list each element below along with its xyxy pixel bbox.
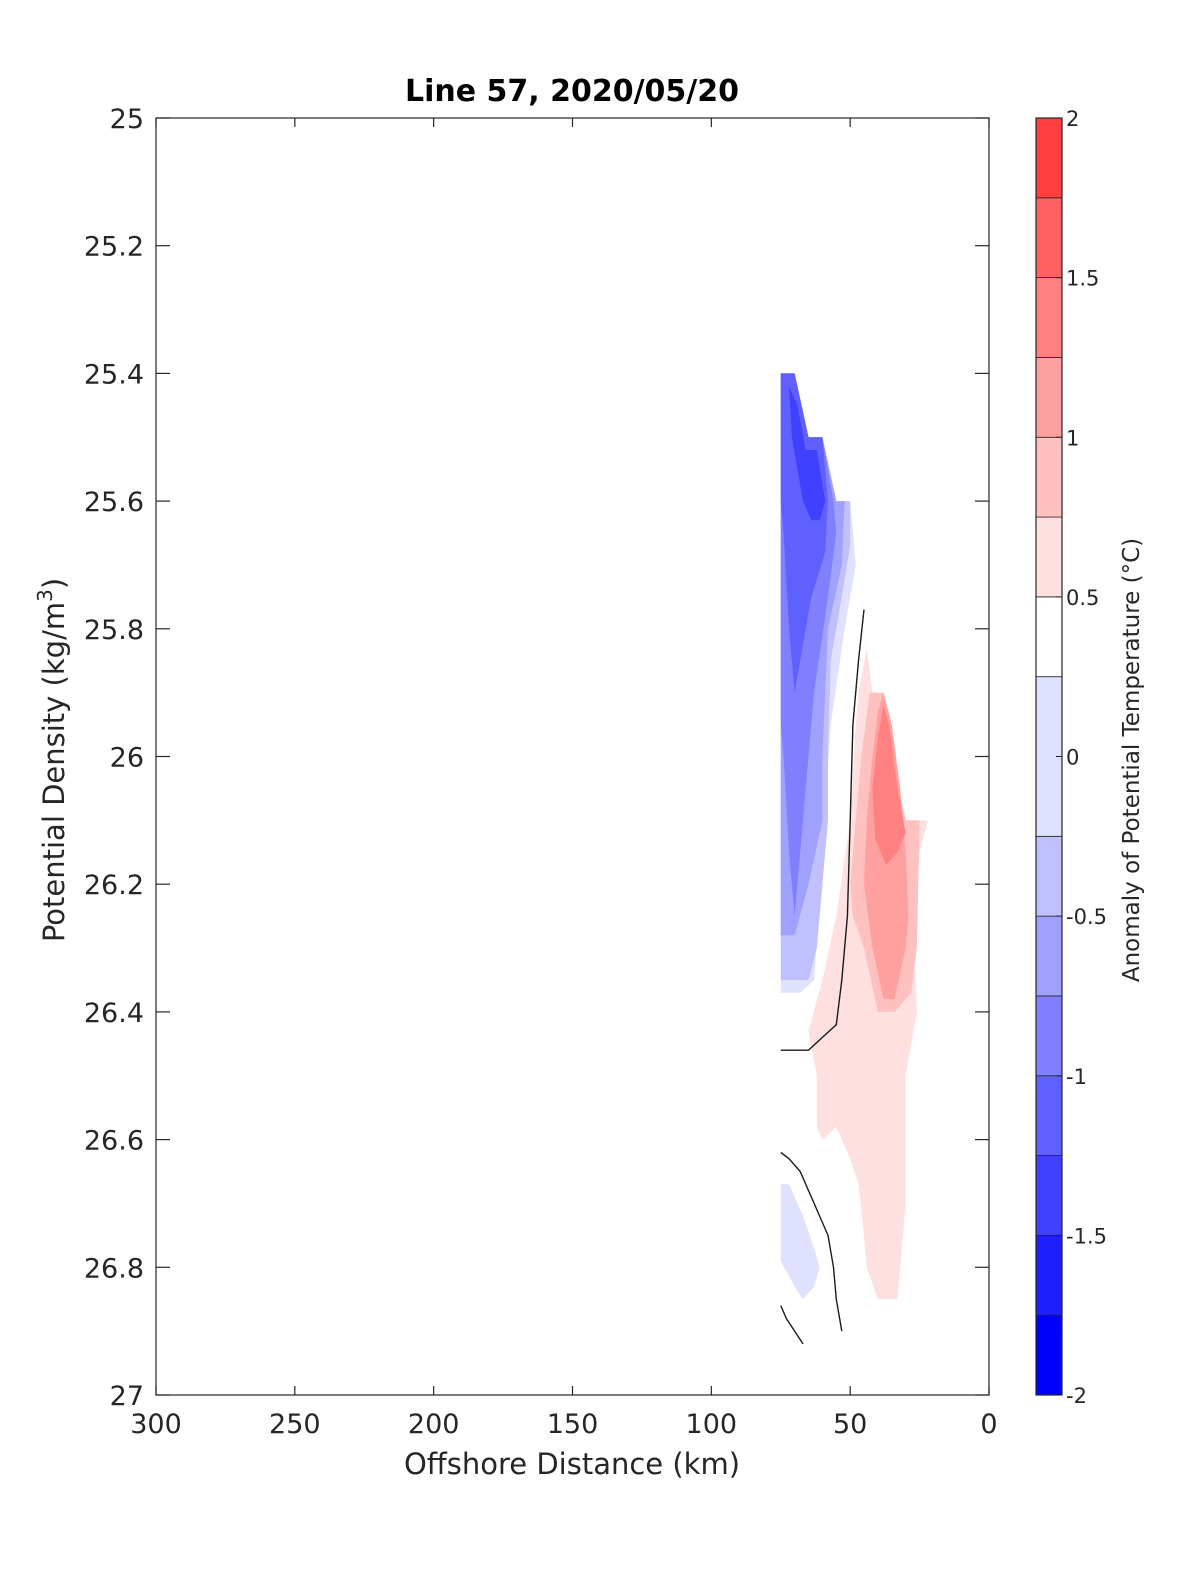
plot-area <box>155 117 990 1396</box>
chart-title: Line 57, 2020/05/20 <box>405 74 739 109</box>
x-tick-label: 250 <box>269 1409 321 1440</box>
zero-contour-0 <box>780 609 865 1051</box>
colorbar-tick-label: 0 <box>1066 746 1079 770</box>
colorbar-segment <box>1035 436 1063 518</box>
x-axis-label: Offshore Distance (km) <box>404 1447 740 1481</box>
colorbar-segment <box>1035 197 1063 279</box>
y-tick-label: 26.8 <box>84 1253 144 1284</box>
contour-region-6 <box>780 1184 820 1300</box>
colorbar-segment <box>1035 277 1063 358</box>
contour-region-10 <box>872 705 906 865</box>
y-tick-label: 25.2 <box>84 232 144 263</box>
x-tick-label: 150 <box>547 1409 599 1440</box>
colorbar-ticks: -2 -1.5 -1 -0.5 0 0.5 1 1.5 2 <box>1056 107 1107 1408</box>
colorbar-label: Anomaly of Potential Temperature (°C) <box>1119 538 1145 982</box>
colorbar-segment <box>1035 1314 1063 1396</box>
y-tick-label: 25.6 <box>84 487 144 518</box>
x-tick-label: 200 <box>408 1409 460 1440</box>
plot-background <box>156 118 989 1395</box>
colorbar-segment <box>1035 1075 1063 1156</box>
zero-contour-2 <box>780 1305 804 1345</box>
x-tick-labels: 300 250 200 150 100 50 0 <box>130 1409 997 1440</box>
y-tick-label: 25.8 <box>84 615 144 646</box>
colorbar-segment <box>1035 596 1063 678</box>
x-tick-label: 50 <box>833 1409 867 1440</box>
y-axis-label: Potential Density (kg/m3) <box>33 578 71 942</box>
y-tick-labels: 25 25.2 25.4 25.6 25.8 26 26.2 26.4 26.6 26.8 27 <box>84 104 144 1412</box>
colorbar-segment <box>1035 117 1063 199</box>
colorbar-segment <box>1035 357 1063 438</box>
contour-fills <box>780 373 928 1300</box>
y-axis-label-close: ) <box>37 578 71 589</box>
colorbar-segment <box>1035 995 1063 1077</box>
colorbar-tick-label: 1.5 <box>1066 267 1099 291</box>
y-tick-label: 25.4 <box>84 359 144 390</box>
colorbar: -2 -1.5 -1 -0.5 0 0.5 1 1.5 2 Anomaly of Potenti… <box>1035 107 1145 1408</box>
colorbar-tick-label: 0.5 <box>1066 586 1099 610</box>
zero-contour-1 <box>780 1151 843 1332</box>
x-tick-label: 100 <box>686 1409 738 1440</box>
colorbar-tick-label: -0.5 <box>1066 905 1107 929</box>
y-tick-label: 26 <box>110 743 144 774</box>
y-tick-label: 27 <box>110 1381 144 1412</box>
x-tick-label: 0 <box>980 1409 997 1440</box>
colorbar-tick-label: -1 <box>1066 1065 1087 1089</box>
colorbar-segment <box>1035 1234 1063 1316</box>
x-tick-label: 300 <box>130 1409 182 1440</box>
colorbar-segment <box>1035 915 1063 997</box>
y-tick-label: 26.2 <box>84 870 144 901</box>
colorbar-segment <box>1035 835 1063 917</box>
y-axis-label-sup: 3 <box>33 589 57 602</box>
colorbar-segment <box>1035 516 1063 598</box>
colorbar-tick-label: 2 <box>1066 107 1079 131</box>
colorbar-segments <box>1035 117 1063 1396</box>
axis-ticks <box>155 117 990 1396</box>
y-tick-label: 26.4 <box>84 998 144 1029</box>
contour-region-5 <box>789 386 826 521</box>
colorbar-segment <box>1035 1155 1063 1236</box>
colorbar-tick-label: -1.5 <box>1066 1224 1107 1248</box>
colorbar-tick-label: 1 <box>1066 426 1079 450</box>
y-tick-label: 26.6 <box>84 1126 144 1157</box>
colorbar-tick-label: -2 <box>1066 1384 1087 1408</box>
zero-contour-lines <box>780 609 865 1345</box>
y-tick-label: 25 <box>110 104 144 135</box>
y-axis-label-main: Potential Density (kg/m <box>37 602 71 942</box>
